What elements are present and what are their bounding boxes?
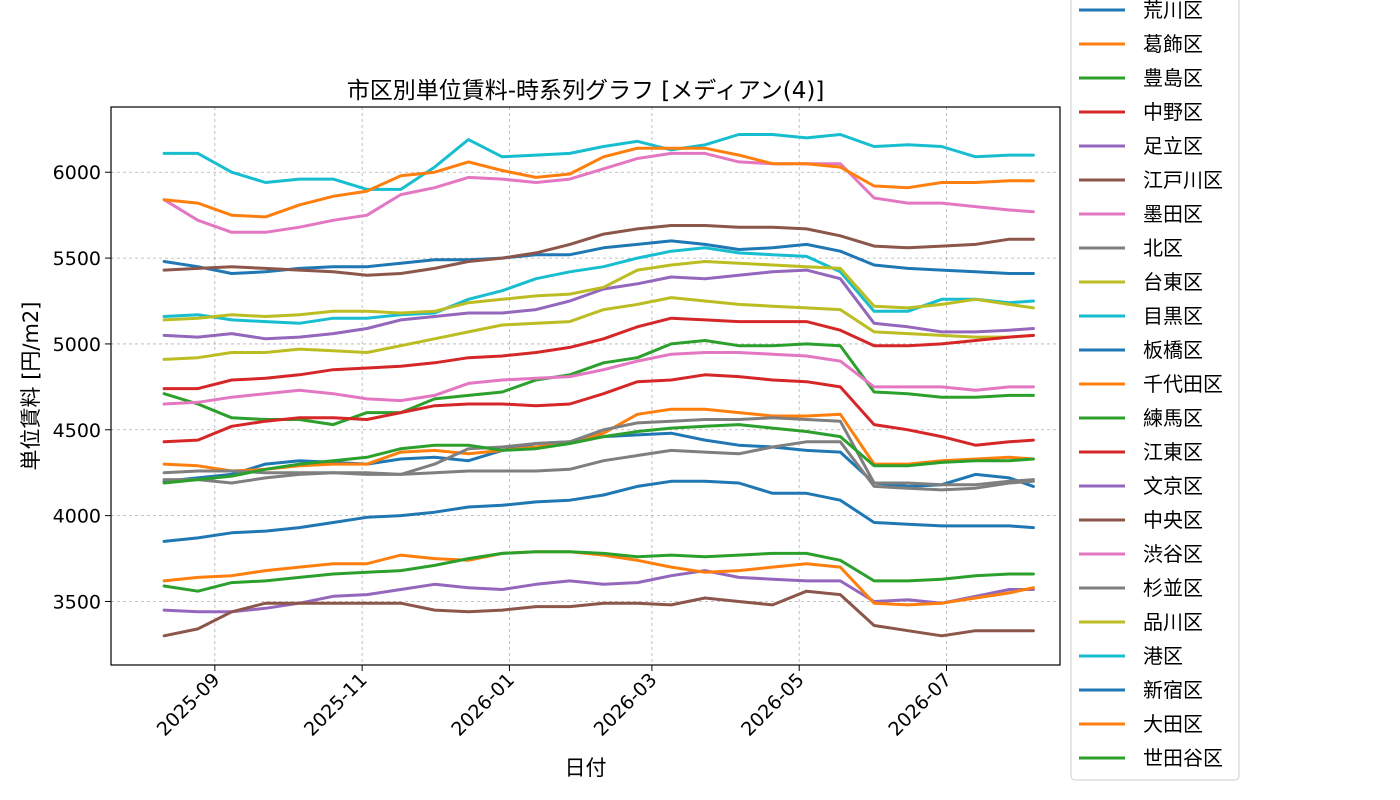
legend-label: 目黒区	[1143, 304, 1203, 328]
chart-title: 市区別単位賃料-時系列グラフ [メディアン(4)]	[347, 78, 825, 104]
series-line-16	[162, 224, 1035, 277]
y-axis-ticks: 3500 4000 4500 5000 5500 6000	[53, 162, 111, 613]
legend-label: 品川区	[1143, 610, 1203, 634]
series-line-7	[162, 151, 1035, 234]
series-line-9	[162, 296, 1035, 361]
legend-label: 江戸川区	[1143, 168, 1223, 192]
y-axis-label: 単位賃料 [円/m2]	[19, 302, 43, 471]
series-line-12	[162, 550, 1035, 607]
y-tick-label: 5500	[53, 248, 101, 270]
legend-label: 新宿区	[1143, 678, 1203, 702]
series-line-10	[162, 246, 1035, 325]
series-line-3	[162, 339, 1035, 427]
legend-label: 足立区	[1143, 134, 1203, 158]
legend-label: 板橋区	[1143, 338, 1203, 362]
series-line-11	[162, 239, 1035, 275]
y-tick-label: 4500	[53, 420, 101, 442]
legend-label: 千代田区	[1143, 372, 1223, 396]
series-line-13	[162, 550, 1035, 593]
series-line-23	[162, 423, 1035, 485]
legend-label: 練馬区	[1143, 406, 1203, 430]
y-tick-label: 4000	[53, 506, 101, 528]
series-line-18	[162, 440, 1035, 492]
legend-label: 世田谷区	[1143, 746, 1223, 770]
y-tick-label: 5000	[53, 334, 101, 356]
series-line-21	[162, 479, 1035, 543]
grid	[111, 107, 1060, 665]
legend-label: 港区	[1143, 644, 1183, 668]
legend-label: 中野区	[1143, 100, 1203, 124]
legend-label: 北区	[1143, 236, 1183, 260]
legend-box	[1070, 0, 1240, 781]
series-line-4	[162, 373, 1035, 447]
y-tick-label: 3500	[53, 591, 101, 613]
legend-label: 葛飾区	[1143, 32, 1203, 56]
legend-label: 豊島区	[1143, 66, 1203, 90]
legend-label: 墨田区	[1143, 202, 1203, 226]
y-tick-label: 6000	[53, 162, 101, 184]
legend-label: 文京区	[1143, 474, 1203, 498]
series-lines	[162, 133, 1035, 638]
series-line-6	[162, 589, 1035, 638]
legend-label: 中央区	[1143, 508, 1203, 532]
series-line-2	[162, 407, 1035, 473]
legend-label: 荒川区	[1143, 0, 1203, 22]
legend-label: 渋谷区	[1143, 542, 1203, 566]
legend-label: 杉並区	[1143, 576, 1203, 600]
x-axis-label: 日付	[565, 756, 607, 780]
series-line-15	[162, 268, 1035, 341]
legend-label: 江東区	[1143, 440, 1203, 464]
legend-label: 台東区	[1143, 270, 1203, 294]
series-line-14	[162, 316, 1035, 391]
series-line-20	[162, 133, 1035, 191]
series-line-5	[162, 569, 1035, 614]
legend: 荒川区葛飾区豊島区中野区足立区江戸川区墨田区北区台東区目黒区板橋区千代田区練馬区…	[1070, 0, 1240, 781]
legend-label: 大田区	[1143, 712, 1203, 736]
series-line-19	[162, 260, 1035, 322]
series-line-22	[162, 146, 1035, 219]
series-line-17	[162, 351, 1035, 406]
plot-frame	[110, 106, 1061, 666]
